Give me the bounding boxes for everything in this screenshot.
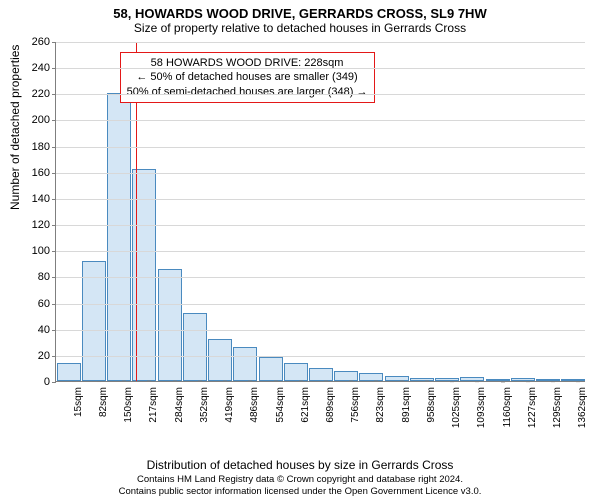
bar (233, 347, 257, 381)
chart-title: 58, HOWARDS WOOD DRIVE, GERRARDS CROSS, … (0, 0, 600, 21)
bar (259, 357, 283, 381)
x-tick-label: 1160sqm (502, 381, 513, 427)
gridline (56, 147, 585, 148)
gridline (56, 277, 585, 278)
chart-container: 58, HOWARDS WOOD DRIVE, GERRARDS CROSS, … (0, 0, 600, 500)
x-tick-label: 284sqm (174, 381, 185, 423)
x-tick-label: 352sqm (199, 381, 210, 423)
y-tick-label: 0 (44, 376, 56, 388)
gridline (56, 225, 585, 226)
y-tick-label: 120 (32, 219, 56, 231)
x-tick-label: 82sqm (98, 381, 109, 417)
x-tick-label: 486sqm (249, 381, 260, 423)
gridline (56, 68, 585, 69)
gridline (56, 356, 585, 357)
x-tick-label: 823sqm (375, 381, 386, 423)
gridline (56, 94, 585, 95)
footer-line2: Contains public sector information licen… (0, 486, 600, 498)
annotation-box: 58 HOWARDS WOOD DRIVE: 228sqm ← 50% of d… (120, 52, 375, 103)
annotation-line3: 50% of semi-detached houses are larger (… (127, 85, 368, 99)
y-tick-label: 240 (32, 62, 56, 74)
gridline (56, 304, 585, 305)
x-tick-label: 419sqm (224, 381, 235, 423)
bar (208, 339, 232, 381)
x-tick-label: 15sqm (73, 381, 84, 417)
y-axis-label: Number of detached properties (8, 45, 22, 210)
plot: 58 HOWARDS WOOD DRIVE: 228sqm ← 50% of d… (55, 42, 585, 382)
footer-line1: Contains HM Land Registry data © Crown c… (0, 474, 600, 486)
plot-area: 58 HOWARDS WOOD DRIVE: 228sqm ← 50% of d… (55, 42, 585, 382)
annotation-line2: ← 50% of detached houses are smaller (34… (127, 70, 368, 84)
x-tick-label: 1093sqm (476, 381, 487, 428)
y-tick-label: 160 (32, 167, 56, 179)
x-tick-label: 621sqm (300, 381, 311, 423)
x-tick-label: 1295sqm (552, 381, 563, 428)
y-tick-label: 180 (32, 141, 56, 153)
chart-subtitle: Size of property relative to detached ho… (0, 21, 600, 39)
y-tick-label: 20 (38, 350, 56, 362)
y-tick-label: 200 (32, 114, 56, 126)
footer: Contains HM Land Registry data © Crown c… (0, 474, 600, 498)
gridline (56, 120, 585, 121)
x-tick-label: 1025sqm (451, 381, 462, 428)
x-tick-label: 756sqm (350, 381, 361, 423)
gridline (56, 330, 585, 331)
gridline (56, 251, 585, 252)
x-tick-label: 958sqm (426, 381, 437, 423)
x-tick-label: 150sqm (123, 381, 134, 423)
x-tick-label: 1227sqm (527, 381, 538, 428)
bar (359, 373, 383, 381)
y-tick-label: 40 (38, 324, 56, 336)
y-tick-label: 260 (32, 36, 56, 48)
gridline (56, 199, 585, 200)
bar (183, 313, 207, 381)
y-tick-label: 80 (38, 271, 56, 283)
bar (57, 363, 81, 381)
gridline (56, 173, 585, 174)
x-tick-label: 217sqm (148, 381, 159, 423)
x-tick-label: 689sqm (325, 381, 336, 423)
bar (334, 371, 358, 381)
gridline (56, 42, 585, 43)
bar (284, 363, 308, 381)
x-tick-label: 891sqm (401, 381, 412, 423)
y-tick-label: 220 (32, 88, 56, 100)
bar (107, 93, 131, 381)
bar (158, 269, 182, 381)
bar (82, 261, 106, 381)
y-tick-label: 100 (32, 245, 56, 257)
x-axis-label: Distribution of detached houses by size … (0, 458, 600, 472)
y-tick-label: 60 (38, 298, 56, 310)
x-tick-label: 1362sqm (577, 381, 588, 428)
y-tick-label: 140 (32, 193, 56, 205)
x-tick-label: 554sqm (275, 381, 286, 423)
bar (309, 368, 333, 381)
